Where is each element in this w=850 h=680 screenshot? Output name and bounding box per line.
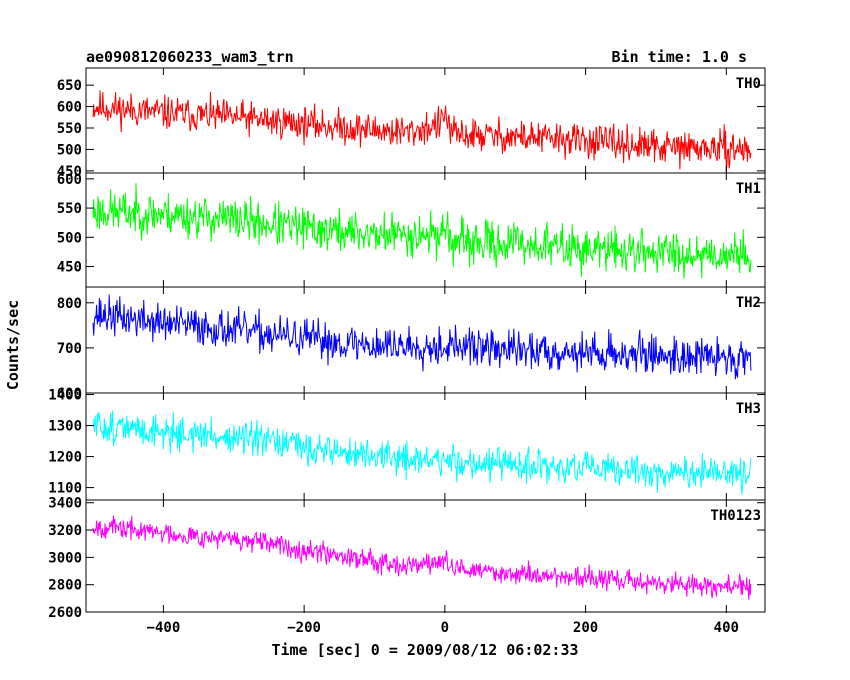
y-tick-label: 550 xyxy=(57,121,82,137)
y-tick-label: 1100 xyxy=(48,481,82,497)
y-tick-label: 450 xyxy=(57,164,82,180)
y-tick-label: 1300 xyxy=(48,419,82,435)
y-tick-label: 450 xyxy=(57,260,82,276)
y-tick-label: 1400 xyxy=(48,388,82,404)
panel-th0: 450 500 550 600 650 TH0 xyxy=(57,67,766,180)
y-tick-label: 650 xyxy=(57,78,82,94)
y-tick-label: 500 xyxy=(57,142,82,158)
bin-time-label: Bin time: 1.0 s xyxy=(612,48,747,66)
panel-name-label: TH0123 xyxy=(710,508,761,524)
chart-title: ae090812060233_wam3_trn xyxy=(86,48,294,66)
panel-name-label: TH0 xyxy=(736,76,761,92)
x-tick-label: −400 xyxy=(147,620,181,636)
panel-frame xyxy=(85,392,766,501)
series-th0-line xyxy=(92,90,752,172)
y-tick-label: 3200 xyxy=(48,523,82,539)
y-tick-label: 2800 xyxy=(48,578,82,594)
y-tick-label: 500 xyxy=(57,230,82,246)
y-tick-label: 1200 xyxy=(48,450,82,466)
panel-th0123: 2600 2800 3000 3200 3400 TH0123 xyxy=(48,496,766,621)
x-axis: −400 −200 0 200 400 xyxy=(147,612,739,636)
x-tick-label: 0 xyxy=(441,620,449,636)
y-tick-label: 700 xyxy=(57,341,82,357)
y-tick-label: 600 xyxy=(57,172,82,188)
panels-group: 450 500 550 600 650 TH0 450 500 550 600 TH1 600 700 8… xyxy=(48,67,766,621)
x-tick-label: 400 xyxy=(714,620,739,636)
series-th0123-line xyxy=(92,515,752,600)
series-th1-line xyxy=(92,183,752,279)
y-axis-label: Counts/sec xyxy=(4,300,22,390)
panel-th1: 450 500 550 600 TH1 xyxy=(57,172,766,288)
series-th3-line xyxy=(92,410,752,495)
y-tick-label: 2600 xyxy=(48,605,82,621)
panel-frame xyxy=(85,67,766,174)
y-tick-label: 550 xyxy=(57,201,82,217)
y-tick-label: 3000 xyxy=(48,550,82,566)
panel-th3: 1100 1200 1300 1400 TH3 xyxy=(48,388,766,501)
series-th2-line xyxy=(92,294,752,380)
panel-name-label: TH1 xyxy=(736,181,761,197)
panel-frame xyxy=(85,286,766,394)
x-tick-label: 200 xyxy=(573,620,598,636)
y-tick-label: 3400 xyxy=(48,496,82,512)
panel-name-label: TH2 xyxy=(736,295,761,311)
y-tick-label: 600 xyxy=(57,386,82,402)
panel-th2: 600 700 800 TH2 xyxy=(57,286,766,402)
y-tick-label: 800 xyxy=(57,296,82,312)
y-tick-label: 600 xyxy=(57,100,82,116)
panel-name-label: TH3 xyxy=(736,401,761,417)
panel-frame xyxy=(85,499,766,613)
x-axis-label: Time [sec] 0 = 2009/08/12 06:02:33 xyxy=(271,641,578,659)
x-tick-label: −200 xyxy=(287,620,321,636)
